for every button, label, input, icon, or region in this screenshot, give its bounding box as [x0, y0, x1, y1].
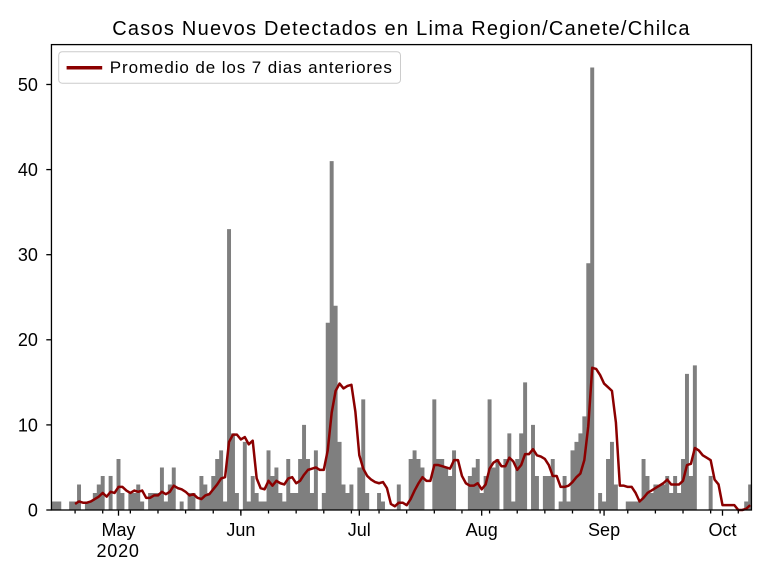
- svg-text:30: 30: [18, 245, 38, 265]
- svg-text:50: 50: [18, 75, 38, 95]
- svg-text:Jun: Jun: [226, 520, 255, 540]
- svg-text:Oct: Oct: [708, 520, 736, 540]
- svg-text:Sep: Sep: [588, 520, 620, 540]
- svg-text:Promedio de los 7 dias anterio: Promedio de los 7 dias anteriores: [110, 58, 393, 77]
- svg-text:May: May: [101, 520, 135, 540]
- svg-text:Aug: Aug: [466, 520, 498, 540]
- svg-text:Casos Nuevos Detectados en Lim: Casos Nuevos Detectados en Lima Region/C…: [112, 18, 691, 40]
- svg-text:40: 40: [18, 160, 38, 180]
- svg-text:2020: 2020: [96, 541, 139, 561]
- svg-text:Jul: Jul: [348, 520, 371, 540]
- svg-text:0: 0: [28, 500, 38, 520]
- svg-text:20: 20: [18, 330, 38, 350]
- svg-text:10: 10: [18, 415, 38, 435]
